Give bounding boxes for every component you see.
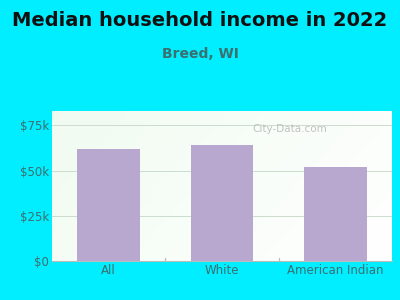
Bar xyxy=(78,149,140,261)
Bar xyxy=(191,145,253,261)
Text: Breed, WI: Breed, WI xyxy=(162,46,238,61)
Bar xyxy=(304,167,366,261)
Text: City-Data.com: City-Data.com xyxy=(253,124,327,134)
Text: Median household income in 2022: Median household income in 2022 xyxy=(12,11,388,29)
